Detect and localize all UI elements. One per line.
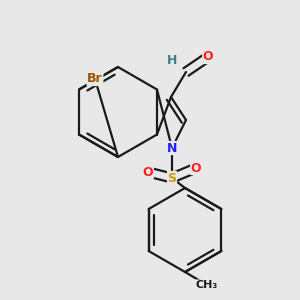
- Text: CH₃: CH₃: [196, 280, 218, 290]
- Text: Br: Br: [87, 73, 103, 85]
- Text: O: O: [191, 161, 201, 175]
- Text: S: S: [167, 172, 176, 184]
- Text: O: O: [143, 166, 153, 178]
- Text: N: N: [167, 142, 177, 154]
- Text: O: O: [203, 50, 213, 64]
- Text: H: H: [167, 53, 177, 67]
